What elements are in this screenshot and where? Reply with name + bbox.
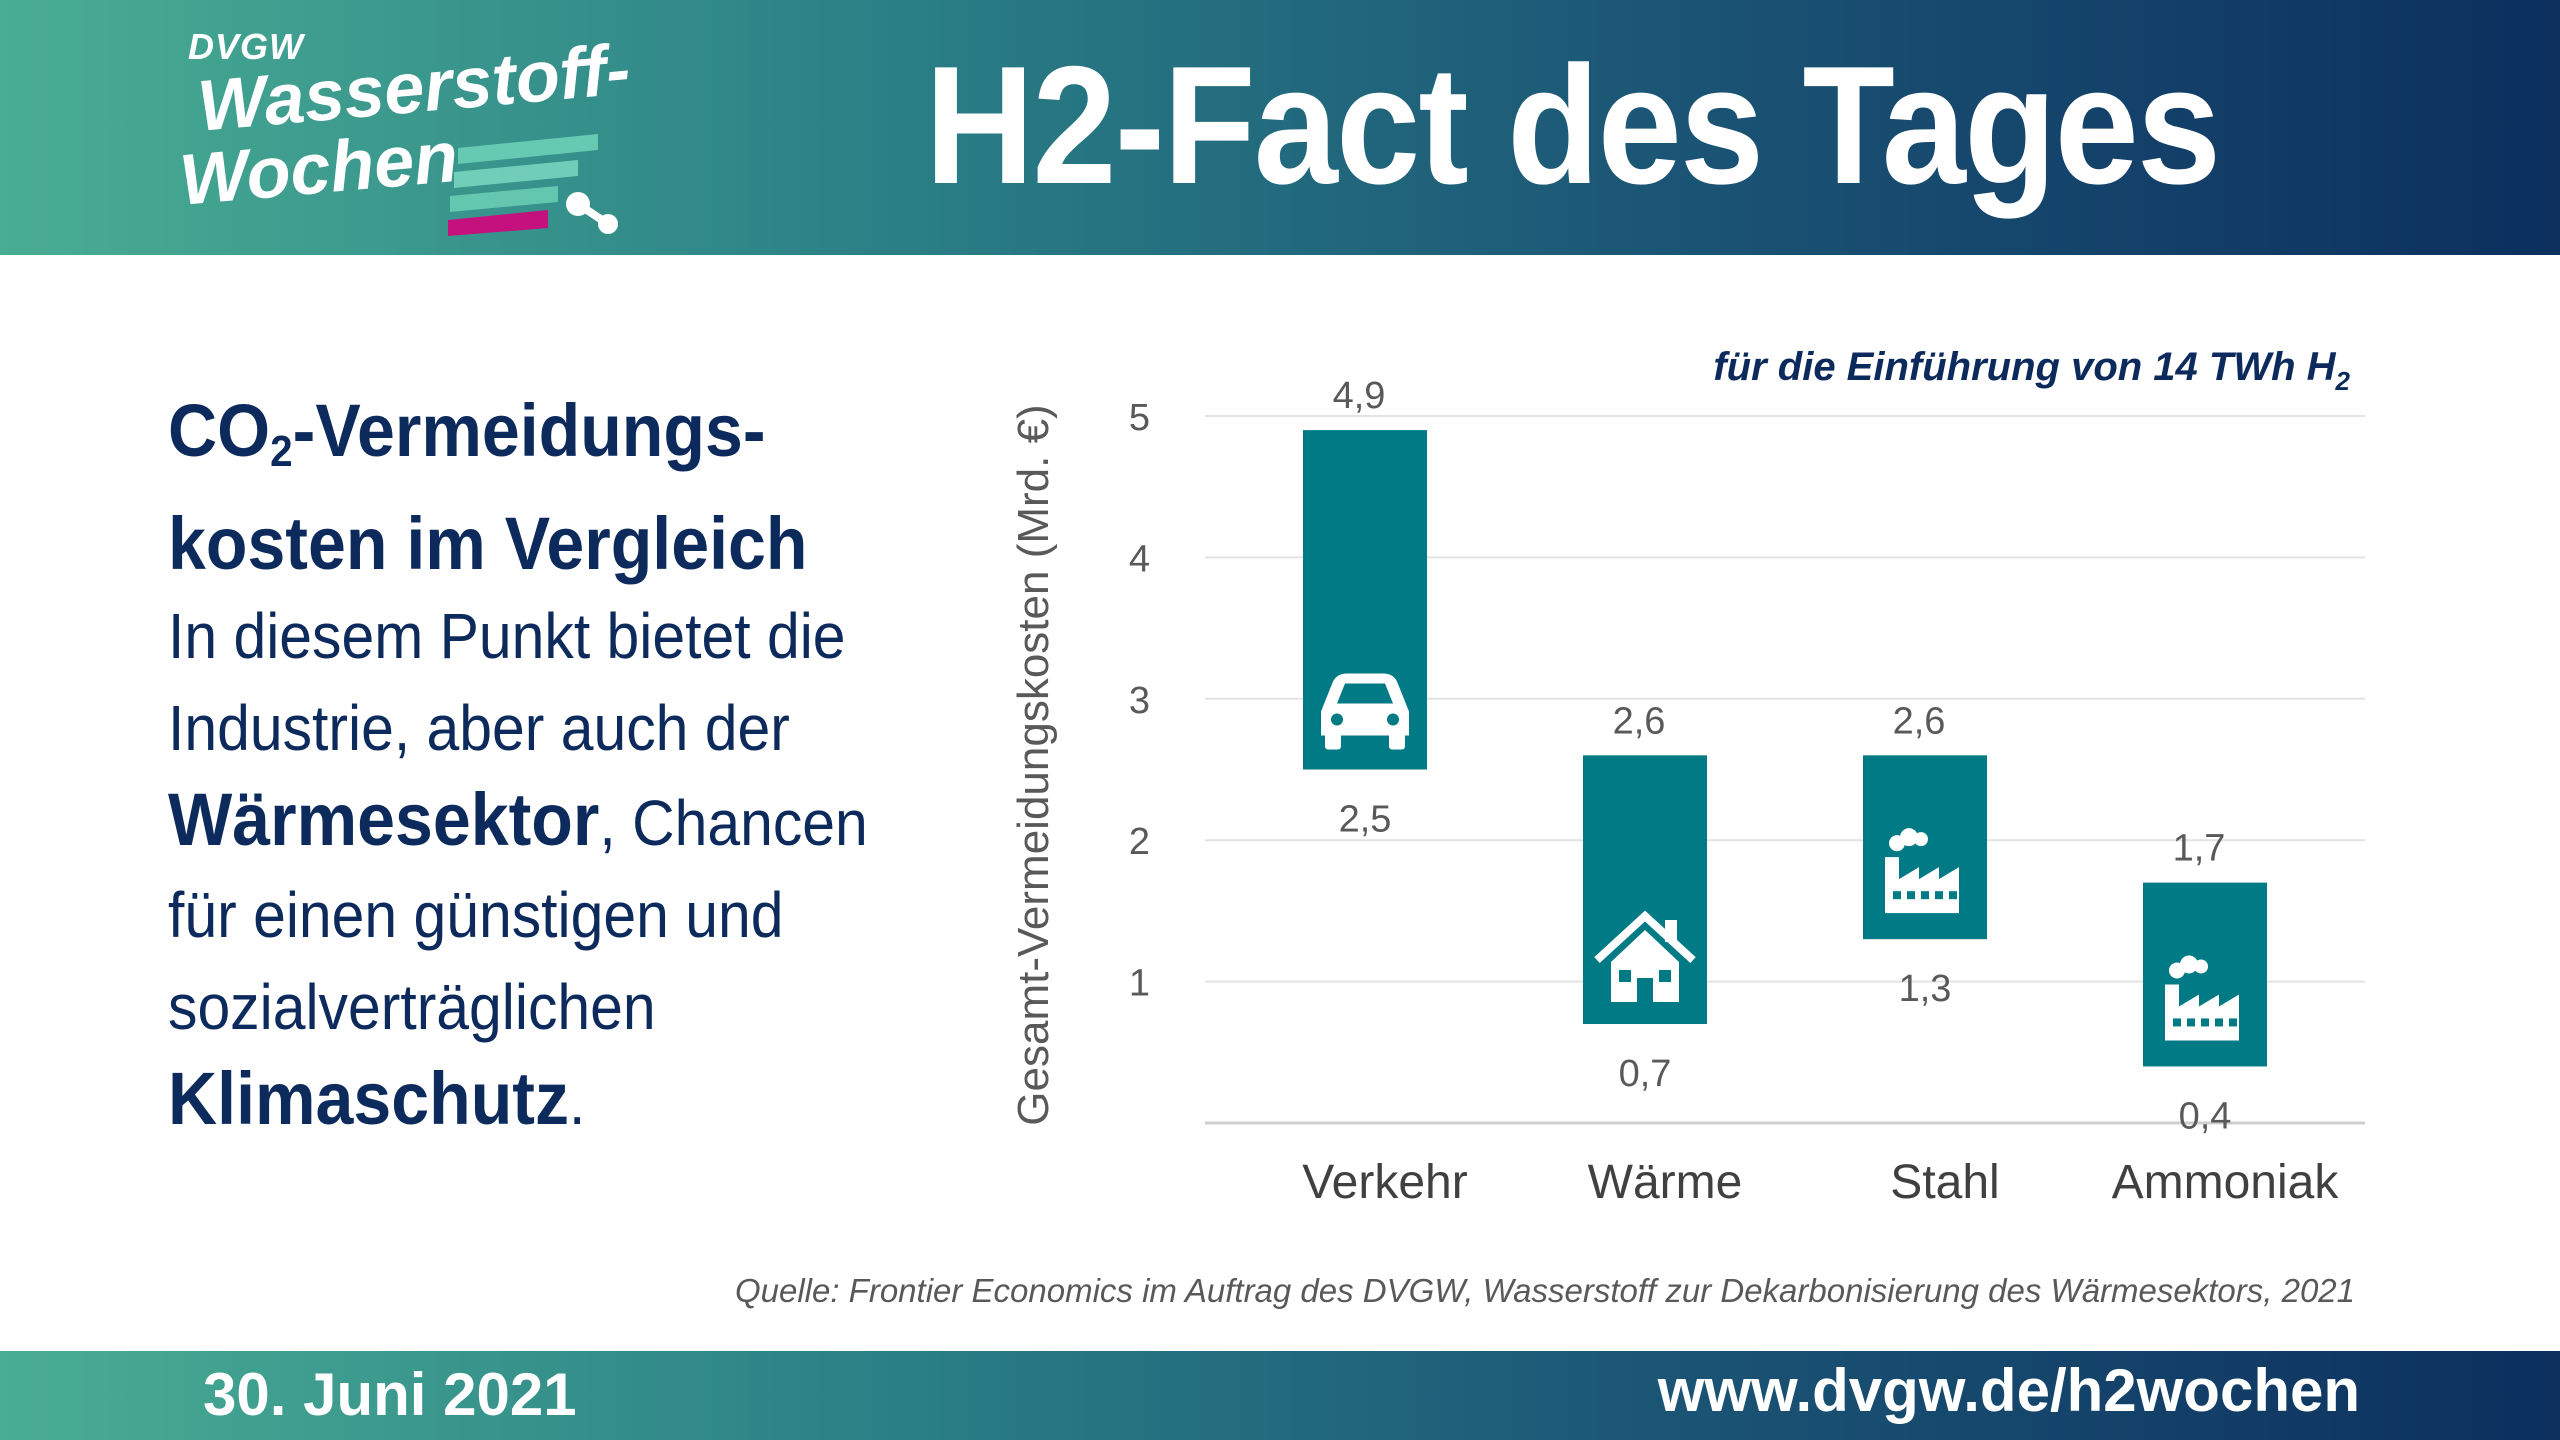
y-axis-label: Gesamt-Vermeidungskosten (Mrd. €) bbox=[1009, 404, 1058, 1125]
factory-window bbox=[2201, 1018, 2209, 1027]
factory-window bbox=[2215, 1018, 2223, 1027]
x-category-label: Wärme bbox=[1588, 1156, 1743, 1209]
data-label-low: 0,4 bbox=[2179, 1095, 2232, 1137]
y-axis-ticks: 1 2 3 4 5 bbox=[1129, 397, 1150, 1005]
factory-smoke bbox=[2180, 955, 2198, 974]
bars bbox=[1303, 430, 2267, 1067]
header-banner: DVGW Wasserstoff- Wochen H2-Fact des Tag… bbox=[0, 0, 2560, 255]
house-icon bbox=[1594, 910, 1696, 1003]
factory-window bbox=[1893, 891, 1901, 900]
car-headlight bbox=[1331, 713, 1343, 726]
footer-date: 30. Juni 2021 bbox=[203, 1361, 577, 1428]
y-tick-label: 2 bbox=[1129, 821, 1150, 863]
logo-stripes-icon bbox=[448, 134, 618, 236]
y-tick-label: 1 bbox=[1129, 963, 1150, 1005]
data-label-low: 1,3 bbox=[1899, 968, 1952, 1010]
body-line: sozialverträglichen bbox=[168, 971, 656, 1043]
factory-window bbox=[1921, 891, 1929, 900]
factory-window bbox=[1907, 891, 1915, 900]
chart-subtitle: für die Einführung von 14 TWh H2 bbox=[1713, 345, 2350, 396]
factory-icon bbox=[1885, 828, 1959, 914]
body-line: In diesem Punkt bietet die bbox=[168, 600, 846, 672]
y-tick-label: 3 bbox=[1129, 680, 1150, 722]
car-wheel bbox=[1389, 731, 1405, 750]
y-tick-label: 4 bbox=[1129, 538, 1150, 580]
x-axis-categories: Verkehr Wärme Stahl Ammoniak bbox=[1302, 1156, 2339, 1209]
gridlines bbox=[1205, 415, 2365, 1125]
body-line: Klimaschutz. bbox=[168, 1057, 586, 1140]
data-label-low: 0,7 bbox=[1619, 1053, 1672, 1095]
y-tick-label: 5 bbox=[1129, 397, 1150, 439]
factory-window bbox=[2173, 1018, 2181, 1027]
source-note: Quelle: Frontier Economics im Auftrag de… bbox=[734, 1272, 2355, 1309]
logo-org: DVGW bbox=[188, 26, 304, 67]
data-label-high: 2,6 bbox=[1893, 700, 1946, 742]
car-window bbox=[1337, 683, 1393, 704]
car-icon bbox=[1321, 673, 1409, 750]
house-window bbox=[1619, 970, 1631, 983]
factory-smoke bbox=[1914, 832, 1928, 847]
car-body bbox=[1321, 673, 1409, 736]
house-window bbox=[1659, 970, 1671, 983]
heading-line1: CO2-Vermeidungs- bbox=[168, 389, 766, 476]
x-category-label: Verkehr bbox=[1302, 1156, 1467, 1209]
footer-url[interactable]: www.dvgw.de/h2wochen bbox=[1657, 1357, 2360, 1424]
left-text-block: CO2-Vermeidungs- kosten im Vergleich In … bbox=[168, 385, 988, 1148]
house-roof bbox=[1594, 910, 1696, 963]
car-wheel bbox=[1325, 731, 1341, 750]
house-body bbox=[1611, 930, 1679, 1003]
data-label-low: 2,5 bbox=[1339, 799, 1392, 841]
factory-icon bbox=[2165, 955, 2239, 1041]
data-label-high: 1,7 bbox=[2173, 828, 2226, 870]
factory-window bbox=[1949, 891, 1957, 900]
logo: DVGW Wasserstoff- Wochen bbox=[177, 20, 648, 240]
body-line: Industrie, aber auch der bbox=[168, 692, 790, 764]
house-chimney bbox=[1665, 920, 1677, 943]
body-line: für einen günstigen und bbox=[168, 879, 784, 951]
factory-smoke bbox=[2194, 959, 2208, 974]
body-text: In diesem Punkt bietet die Industrie, ab… bbox=[168, 590, 922, 1148]
factory-window bbox=[1935, 891, 1943, 900]
x-category-label: Stahl bbox=[1890, 1156, 1999, 1209]
x-category-label: Ammoniak bbox=[2112, 1156, 2340, 1209]
heading-line2: kosten im Vergleich bbox=[168, 502, 808, 585]
data-labels: 4,9 2,5 2,6 0,7 2,6 1,3 1,7 0,4 bbox=[1333, 375, 2232, 1137]
factory-window bbox=[2187, 1018, 2195, 1027]
body-line: Wärmesektor, Chancen bbox=[168, 778, 868, 861]
factory-smoke bbox=[1900, 828, 1918, 847]
data-label-high: 4,9 bbox=[1333, 375, 1386, 417]
page-title: H2-Fact des Tages bbox=[925, 31, 2221, 219]
data-label-high: 2,6 bbox=[1613, 700, 1666, 742]
factory-window bbox=[2229, 1018, 2237, 1027]
car-headlight bbox=[1387, 713, 1399, 726]
footer-banner bbox=[0, 1351, 2560, 1440]
range-bar-chart: 1 2 3 4 5 4,9 2,5 2,6 0,7 2,6 1,3 1,7 0,4 Verkehr Wä… bbox=[1009, 345, 2365, 1209]
house-door bbox=[1637, 978, 1653, 1003]
